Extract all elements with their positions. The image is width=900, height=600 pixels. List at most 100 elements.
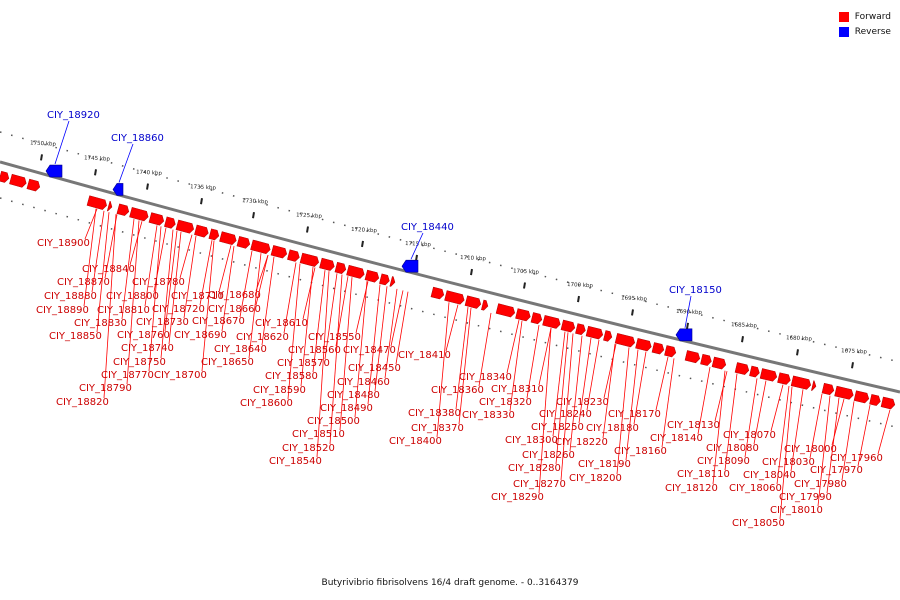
- gene-label-ciy-18500[interactable]: CIY_18500: [307, 416, 360, 427]
- gene-label-ciy-18790[interactable]: CIY_18790: [79, 383, 132, 394]
- gene-label-ciy-18330[interactable]: CIY_18330: [462, 410, 515, 421]
- ruler-tick: [94, 169, 97, 176]
- gene-label-ciy-18060[interactable]: CIY_18060: [729, 483, 782, 494]
- gene-label-ciy-18130[interactable]: CIY_18130: [667, 420, 720, 431]
- gene-label-ciy-18720[interactable]: CIY_18720: [152, 304, 205, 315]
- gene-label-ciy-18600[interactable]: CIY_18600: [240, 398, 293, 409]
- gene-label-ciy-18260[interactable]: CIY_18260: [522, 450, 575, 461]
- gene-label-ciy-17970[interactable]: CIY_17970: [810, 465, 863, 476]
- gene-label-ciy-18180[interactable]: CIY_18180: [586, 423, 639, 434]
- gene-label-ciy-18820[interactable]: CIY_18820: [56, 397, 109, 408]
- gene-label-ciy-18560[interactable]: CIY_18560: [288, 345, 341, 356]
- gene-label-ciy-18800[interactable]: CIY_18800: [106, 291, 159, 302]
- gene-label-ciy-18250[interactable]: CIY_18250: [531, 422, 584, 433]
- gene-label-ciy-18270[interactable]: CIY_18270: [513, 479, 566, 490]
- gene-leader-line: [661, 358, 675, 448]
- gene-label-ciy-18510[interactable]: CIY_18510: [292, 429, 345, 440]
- gene-label-ciy-18000[interactable]: CIY_18000: [784, 444, 837, 455]
- gene-label-ciy-18620[interactable]: CIY_18620: [236, 332, 289, 343]
- gene-label-ciy-18450[interactable]: CIY_18450: [348, 363, 401, 374]
- gene-label-ciy-18300[interactable]: CIY_18300: [505, 435, 558, 446]
- gene-label-ciy-18120[interactable]: CIY_18120: [665, 483, 718, 494]
- forward-gene-arrow: [164, 216, 176, 229]
- gene-label-ciy-18570[interactable]: CIY_18570: [277, 358, 330, 369]
- gene-label-ciy-18360[interactable]: CIY_18360: [431, 385, 484, 396]
- gene-leader-line: [697, 367, 711, 435]
- gene-leader-line: [841, 401, 855, 481]
- gene-label-ciy-18070[interactable]: CIY_18070: [723, 430, 776, 441]
- gene-label-ciy-18780[interactable]: CIY_18780: [132, 277, 185, 288]
- gene-label-ciy-18670[interactable]: CIY_18670: [192, 316, 245, 327]
- gene-label-ciy-18290[interactable]: CIY_18290: [491, 492, 544, 503]
- gene-label-ciy-18240[interactable]: CIY_18240: [539, 409, 592, 420]
- gene-label-ciy-18690[interactable]: CIY_18690: [174, 330, 227, 341]
- gene-label-ciy-18490[interactable]: CIY_18490: [320, 403, 373, 414]
- gene-label-ciy-18030[interactable]: CIY_18030: [762, 457, 815, 468]
- gene-label-ciy-18580[interactable]: CIY_18580: [265, 371, 318, 382]
- gene-label-ciy-18480[interactable]: CIY_18480: [327, 390, 380, 401]
- gene-label-ciy-18280[interactable]: CIY_18280: [508, 463, 561, 474]
- gene-label-ciy-18550[interactable]: CIY_18550: [308, 332, 361, 343]
- gene-label-ciy-18040[interactable]: CIY_18040: [743, 470, 796, 481]
- ruler-tick-label: 1745 kbp: [84, 155, 111, 162]
- gene-label-ciy-18870[interactable]: CIY_18870: [57, 277, 110, 288]
- gene-label-ciy-18710[interactable]: CIY_18710: [171, 291, 224, 302]
- gene-label-ciy-18440[interactable]: CIY_18440: [401, 222, 454, 233]
- gene-label-ciy-18520[interactable]: CIY_18520: [282, 443, 335, 454]
- gene-label-ciy-18760[interactable]: CIY_18760: [117, 330, 170, 341]
- gene-label-ciy-18080[interactable]: CIY_18080: [706, 443, 759, 454]
- gene-label-ciy-17980[interactable]: CIY_17980: [794, 479, 847, 490]
- gene-label-ciy-18900[interactable]: CIY_18900: [37, 238, 90, 249]
- gene-label-ciy-18590[interactable]: CIY_18590: [253, 385, 306, 396]
- gene-label-ciy-18010[interactable]: CIY_18010: [770, 505, 823, 516]
- gene-label-ciy-18810[interactable]: CIY_18810: [97, 305, 150, 316]
- gene-label-ciy-18540[interactable]: CIY_18540: [269, 456, 322, 467]
- gene-label-ciy-18700[interactable]: CIY_18700: [154, 370, 207, 381]
- forward-gene-arrow: [515, 308, 531, 322]
- gene-label-ciy-18660[interactable]: CIY_18660: [208, 304, 261, 315]
- gene-leader-line: [395, 291, 409, 365]
- gene-label-ciy-18410[interactable]: CIY_18410: [398, 350, 451, 361]
- gene-label-ciy-18170[interactable]: CIY_18170: [608, 409, 661, 420]
- gene-label-ciy-18140[interactable]: CIY_18140: [650, 433, 703, 444]
- gene-label-ciy-18880[interactable]: CIY_18880: [44, 291, 97, 302]
- gene-label-ciy-18230[interactable]: CIY_18230: [556, 397, 609, 408]
- gene-label-ciy-18200[interactable]: CIY_18200: [569, 473, 622, 484]
- gene-label-ciy-18770[interactable]: CIY_18770: [101, 370, 154, 381]
- gene-label-ciy-17990[interactable]: CIY_17990: [779, 492, 832, 503]
- gene-label-ciy-18400[interactable]: CIY_18400: [389, 436, 442, 447]
- gene-label-ciy-17960[interactable]: CIY_17960: [830, 453, 883, 464]
- gene-label-ciy-18840[interactable]: CIY_18840: [82, 264, 135, 275]
- gene-label-ciy-18920[interactable]: CIY_18920: [47, 110, 100, 121]
- gene-label-ciy-18850[interactable]: CIY_18850: [49, 331, 102, 342]
- gene-label-ciy-18220[interactable]: CIY_18220: [555, 437, 608, 448]
- gene-label-ciy-18380[interactable]: CIY_18380: [408, 408, 461, 419]
- gene-label-ciy-18160[interactable]: CIY_18160: [614, 446, 667, 457]
- gene-label-ciy-18890[interactable]: CIY_18890: [36, 305, 89, 316]
- gene-label-ciy-18650[interactable]: CIY_18650: [201, 357, 254, 368]
- gene-leader-line: [354, 281, 368, 418]
- gene-label-ciy-18310[interactable]: CIY_18310: [491, 384, 544, 395]
- gene-label-ciy-18340[interactable]: CIY_18340: [459, 372, 512, 383]
- gene-label-ciy-18150[interactable]: CIY_18150: [669, 285, 722, 296]
- gene-label-ciy-18830[interactable]: CIY_18830: [74, 318, 127, 329]
- gene-label-ciy-18050[interactable]: CIY_18050: [732, 518, 785, 529]
- forward-gene-arrow: [790, 375, 812, 390]
- forward-gene-arrow: [759, 368, 778, 382]
- gene-leader-line: [91, 210, 105, 293]
- gene-label-ciy-18680[interactable]: CIY_18680: [208, 290, 261, 301]
- gene-label-ciy-18090[interactable]: CIY_18090: [697, 456, 750, 467]
- gene-label-ciy-18610[interactable]: CIY_18610: [255, 318, 308, 329]
- gene-leader-line: [538, 328, 552, 494]
- gene-label-ciy-18460[interactable]: CIY_18460: [337, 377, 390, 388]
- gene-label-ciy-18190[interactable]: CIY_18190: [578, 459, 631, 470]
- gene-label-ciy-18730[interactable]: CIY_18730: [136, 317, 189, 328]
- gene-label-ciy-18640[interactable]: CIY_18640: [214, 344, 267, 355]
- gene-label-ciy-18110[interactable]: CIY_18110: [677, 469, 730, 480]
- gene-label-ciy-18740[interactable]: CIY_18740: [121, 343, 174, 354]
- gene-label-ciy-18320[interactable]: CIY_18320: [479, 397, 532, 408]
- gene-label-ciy-18860[interactable]: CIY_18860: [111, 133, 164, 144]
- gene-label-ciy-18470[interactable]: CIY_18470: [343, 345, 396, 356]
- gene-label-ciy-18750[interactable]: CIY_18750: [113, 357, 166, 368]
- gene-label-ciy-18370[interactable]: CIY_18370: [411, 423, 464, 434]
